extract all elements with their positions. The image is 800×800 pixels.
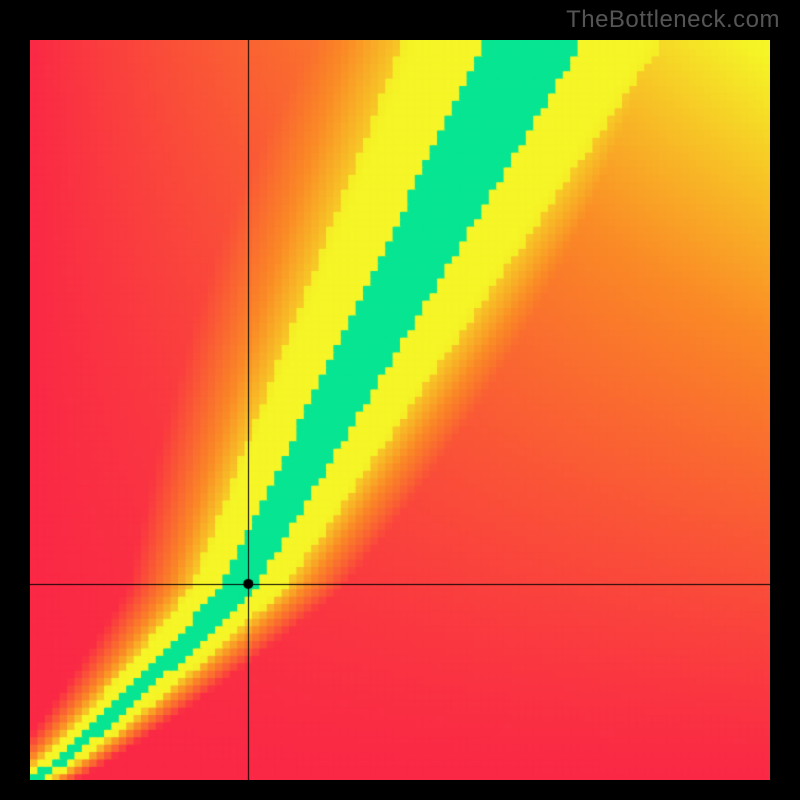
bottleneck-heatmap [30, 40, 770, 780]
watermark-text: TheBottleneck.com [566, 6, 780, 34]
